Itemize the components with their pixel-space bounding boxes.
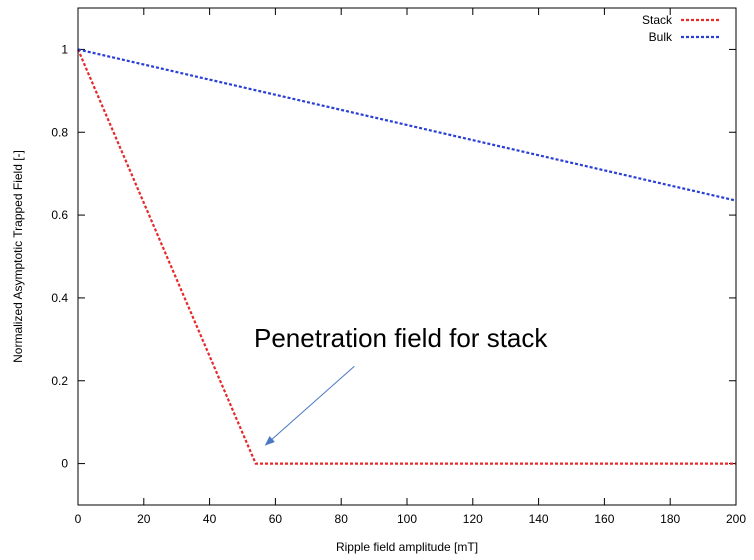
legend: Stack Bulk xyxy=(642,13,721,44)
y-tick-label: 0.2 xyxy=(51,374,68,388)
legend-label-stack: Stack xyxy=(642,13,673,27)
annotation-text: Penetration field for stack xyxy=(254,323,548,353)
x-tick-label: 20 xyxy=(137,512,151,526)
legend-label-bulk: Bulk xyxy=(649,30,673,44)
x-tick-label: 80 xyxy=(335,512,349,526)
plot-frame xyxy=(77,7,737,506)
y-tick-label: 0.8 xyxy=(51,125,68,139)
x-axis-label: Ripple field amplitude [mT] xyxy=(336,540,478,554)
x-tick-label: 0 xyxy=(75,512,82,526)
x-tick-label: 160 xyxy=(594,512,614,526)
series-line-bulk xyxy=(77,48,737,202)
x-tick-label: 40 xyxy=(203,512,217,526)
y-tick-label: 0.4 xyxy=(51,291,68,305)
annotation-layer: Penetration field for stack xyxy=(254,323,548,446)
series-layer xyxy=(76,48,737,465)
series-line-stack xyxy=(76,48,736,465)
x-tick-label: 140 xyxy=(529,512,549,526)
y-tick-label: 0.6 xyxy=(51,208,68,222)
x-tick-label: 120 xyxy=(463,512,483,526)
x-tick-label: 180 xyxy=(660,512,680,526)
y-tick-label: 0 xyxy=(61,457,68,471)
y-axis-label: Normalized Asymptotic Trapped Field [-] xyxy=(11,150,25,363)
y-tick-label: 1 xyxy=(61,42,68,56)
x-tick-label: 100 xyxy=(397,512,417,526)
x-tick-label: 200 xyxy=(726,512,746,526)
ticks-layer: 0 20 40 60 80 100 120 140 160 180 200 0 0.2 0.4 0.6 0.8… xyxy=(51,8,746,526)
annotation-arrow xyxy=(264,365,355,446)
x-tick-label: 60 xyxy=(269,512,283,526)
